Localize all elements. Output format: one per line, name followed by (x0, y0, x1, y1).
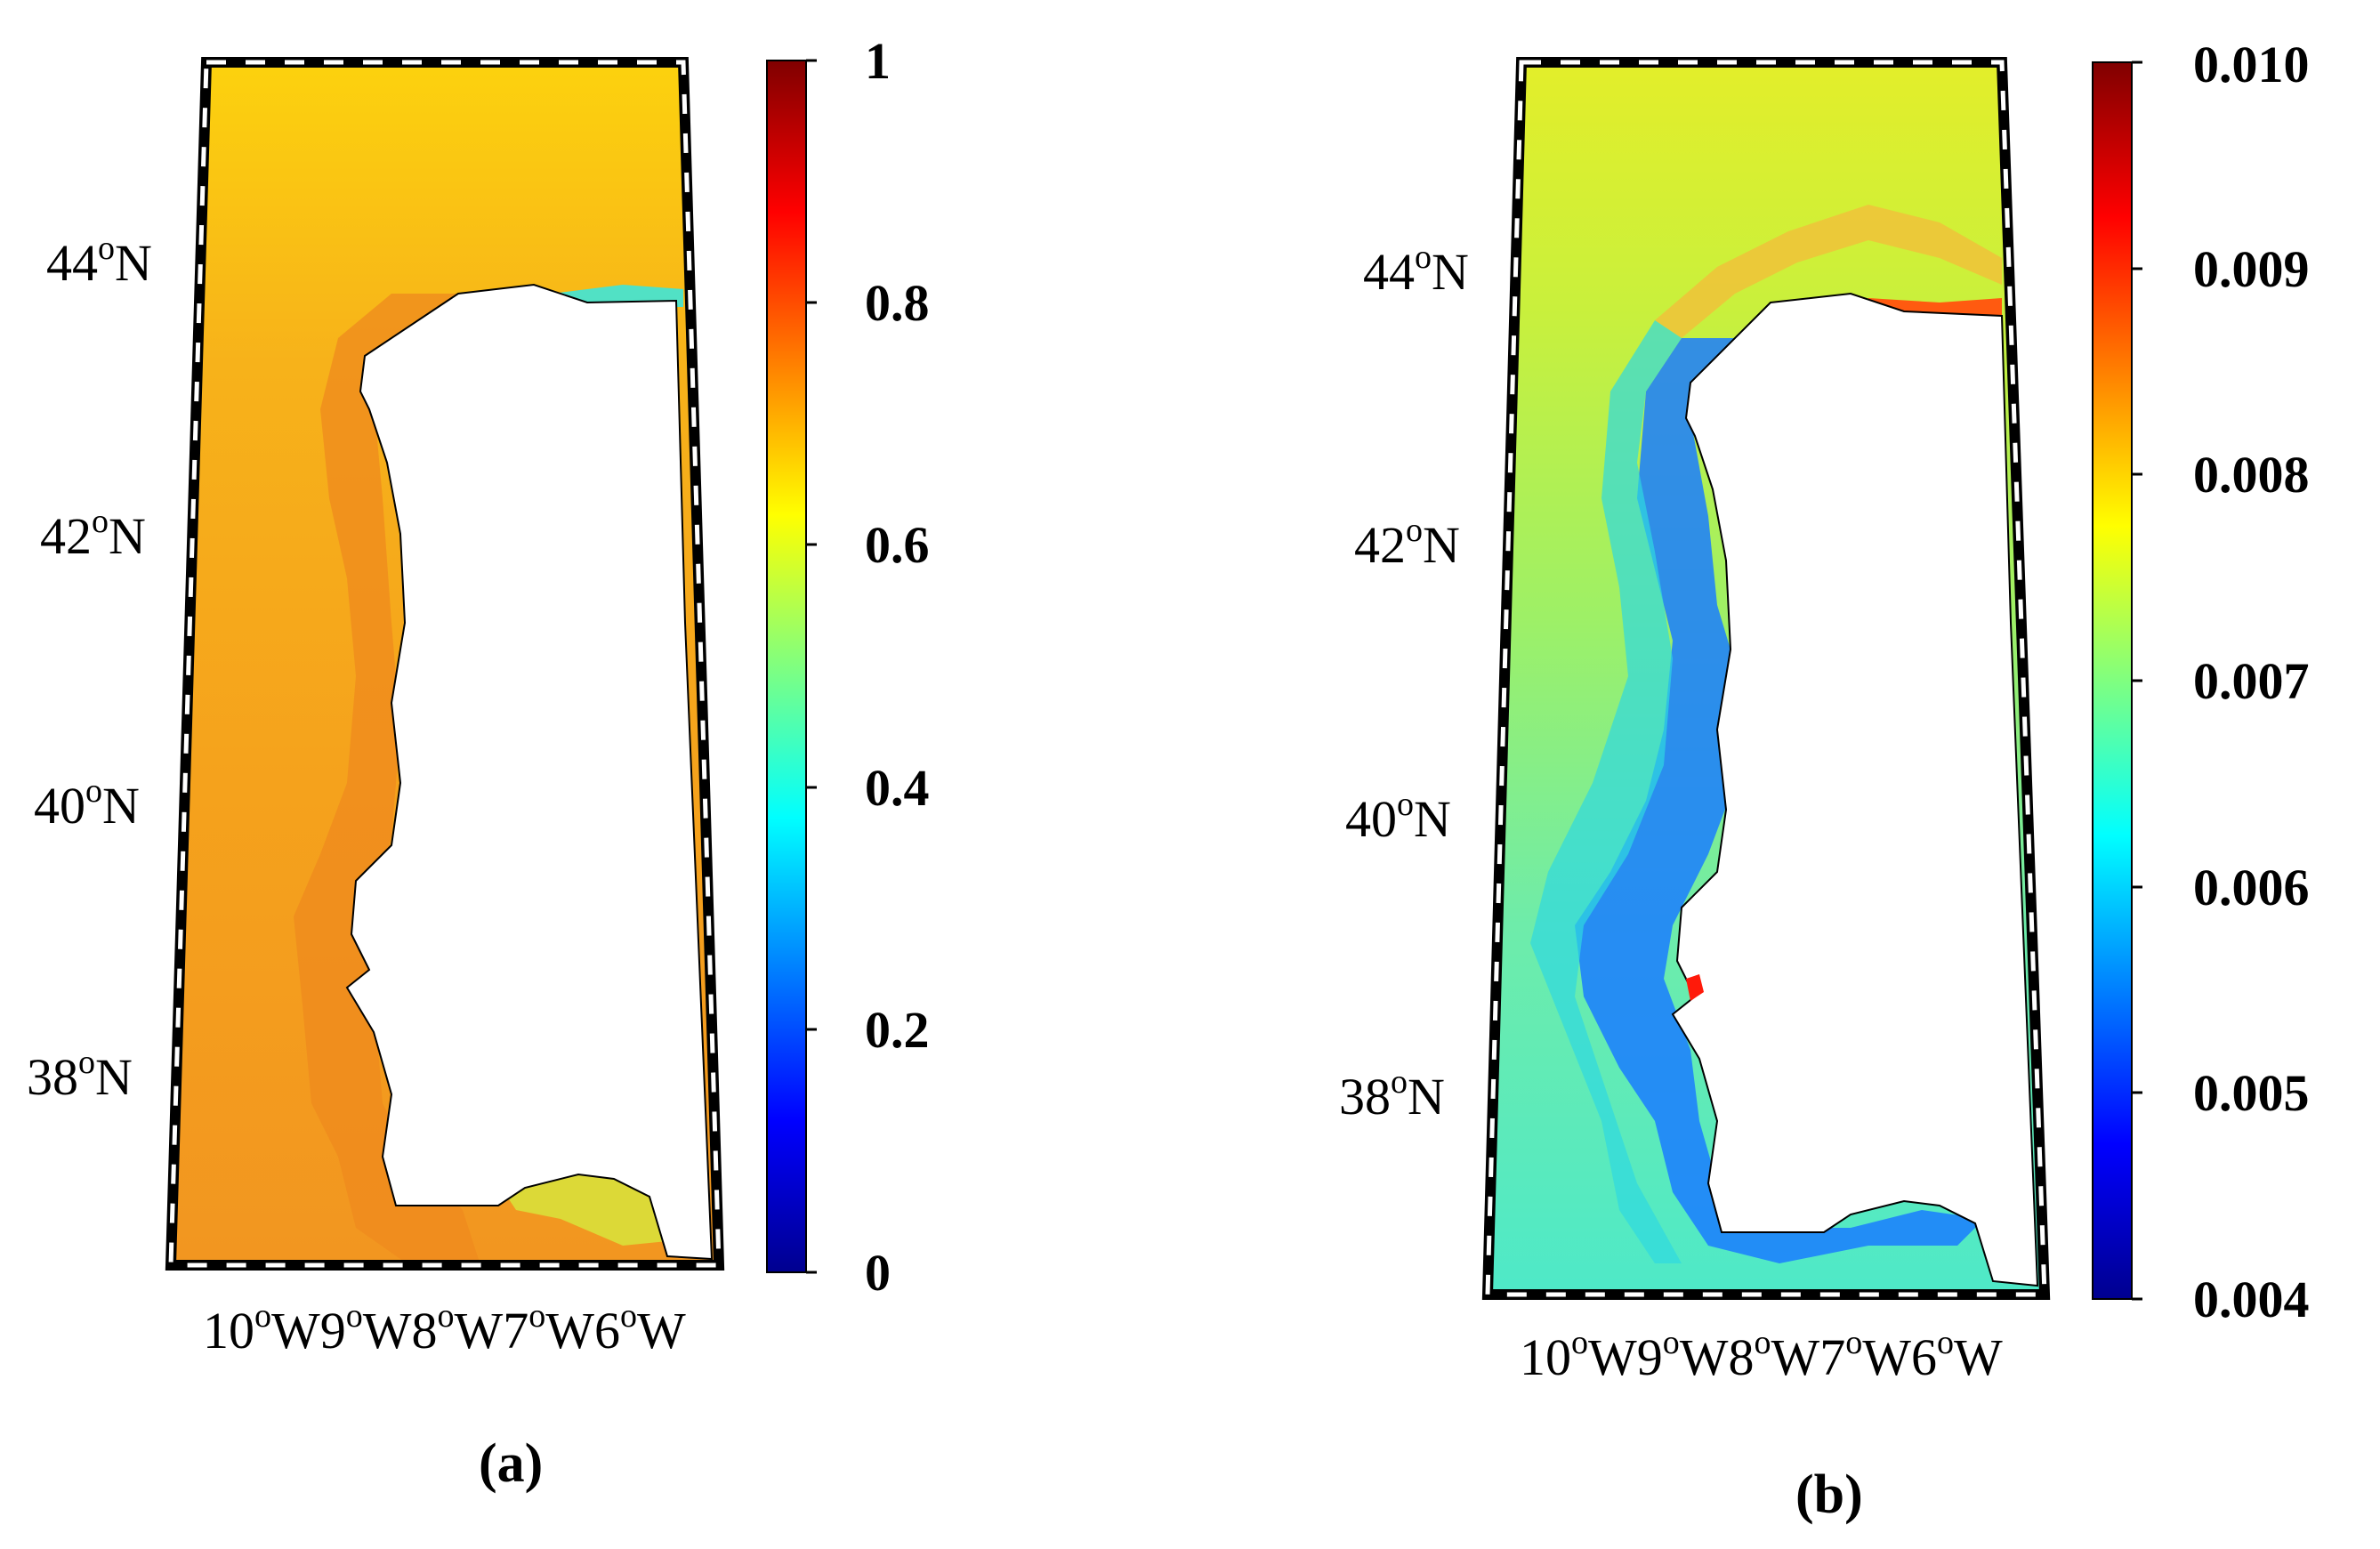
panel-a-label: (a) (479, 1433, 543, 1494)
panel-b-north-arc (1655, 205, 2002, 338)
panel-b-frame-dashes (1485, 60, 2047, 1297)
panel-b-cbar-tick: 0.007 (2193, 652, 2310, 710)
panel-b-coastal-halo (1530, 320, 1682, 1263)
panel-b-cbar-tick: 0.004 (2193, 1271, 2310, 1328)
panel-b-estuary-hotspot (1686, 974, 1704, 1001)
panel-a-cbar-tick: 0.4 (865, 759, 930, 817)
panel-b-cbar-tick: 0.008 (2193, 446, 2310, 504)
panel-b-lat-label: 44oN (1363, 238, 1469, 301)
panel-b-cbar-tick: 0.005 (2193, 1064, 2310, 1122)
panel-b-label: (b) (1795, 1464, 1863, 1525)
panel-a-frame-dashes (168, 60, 722, 1268)
panel-a-cbar-tick: 0.8 (865, 274, 930, 332)
panel-b-land (1671, 292, 2039, 1287)
panel-a-lat-label: 42oN (40, 503, 146, 565)
panel-a-lat-label: 38oN (27, 1044, 133, 1106)
panel-a-land (345, 283, 714, 1261)
panel-a: 1 0.8 0.6 0.4 0.2 0 44oN 42oN 40oN 38oN … (27, 32, 930, 1494)
panel-b-lon-labels: 10oW9oW8oW7oW6oW (1520, 1324, 2003, 1386)
panel-a-colorbar-ticks (806, 59, 817, 1274)
panel-a-cbar-tick: 0 (865, 1244, 891, 1302)
panel-b-lat-label: 38oN (1339, 1063, 1445, 1125)
panel-a-lat-label: 44oN (46, 230, 152, 292)
panel-b-coastal-band (1575, 338, 1984, 1263)
panel-b-cbar-tick: 0.010 (2193, 36, 2310, 93)
panel-b-lat-label: 40oN (1345, 786, 1451, 848)
panel-b-colorbar (2092, 61, 2133, 1300)
panel-b-colorbar-ticks (2132, 61, 2142, 1301)
panel-a-cbar-tick: 1 (865, 32, 891, 90)
panel-a-lon-labels: 10oW9oW8oW7oW6oW (203, 1297, 686, 1359)
panel-a-cbar-tick: 0.2 (865, 1001, 930, 1059)
panel-b-lat-label: 42oN (1354, 512, 1460, 574)
panel-a-lat-label: 40oN (34, 772, 140, 835)
panel-b-cbar-tick: 0.009 (2193, 240, 2310, 298)
panel-b: 0.010 0.009 0.008 0.007 0.006 0.005 0.00… (1339, 36, 2310, 1525)
panel-b-cbar-tick: 0.006 (2193, 859, 2310, 916)
panel-a-cbar-tick: 0.6 (865, 516, 930, 574)
panel-a-coastal-band (294, 294, 480, 1265)
panel-a-colorbar (766, 60, 807, 1273)
